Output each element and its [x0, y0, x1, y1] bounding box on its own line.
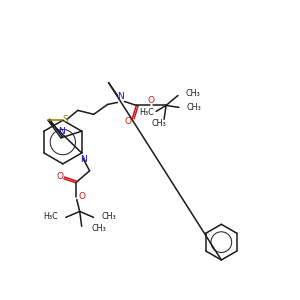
Text: CH₃: CH₃ — [101, 212, 116, 221]
Text: O: O — [56, 172, 63, 181]
Text: O: O — [78, 192, 85, 201]
Text: CH₃: CH₃ — [186, 89, 201, 98]
Text: CH₃: CH₃ — [152, 119, 167, 128]
Text: CH₃: CH₃ — [92, 224, 106, 233]
Text: O: O — [148, 96, 155, 105]
Text: S: S — [62, 115, 68, 124]
Text: CH₃: CH₃ — [187, 103, 202, 112]
Text: H₃C: H₃C — [140, 108, 154, 117]
Text: N: N — [80, 155, 87, 164]
Text: N: N — [117, 92, 124, 101]
Text: O: O — [125, 117, 132, 126]
Text: H₃C: H₃C — [43, 212, 58, 221]
Text: N: N — [58, 128, 65, 136]
